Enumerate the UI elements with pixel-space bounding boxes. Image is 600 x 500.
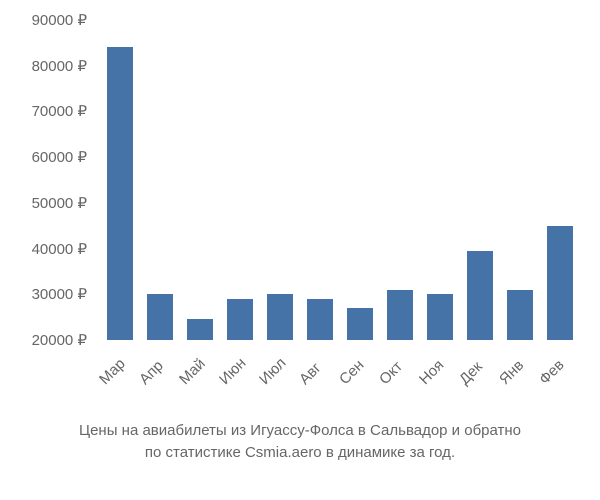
- y-axis: 20000 ₽30000 ₽40000 ₽50000 ₽60000 ₽70000…: [0, 20, 95, 340]
- x-tick-label: Июн: [216, 355, 249, 388]
- bar: [427, 294, 453, 340]
- bar: [147, 294, 173, 340]
- y-tick-label: 80000 ₽: [0, 57, 87, 75]
- bar: [507, 290, 533, 340]
- y-tick-label: 40000 ₽: [0, 240, 87, 258]
- y-tick-label: 30000 ₽: [0, 285, 87, 303]
- x-tick-label: Май: [176, 355, 209, 388]
- x-tick-label: Мар: [96, 355, 129, 388]
- y-tick-label: 90000 ₽: [0, 11, 87, 29]
- x-tick-label: Авг: [296, 359, 325, 388]
- bar: [547, 226, 573, 340]
- x-tick-label: Сен: [336, 357, 367, 388]
- y-tick-label: 50000 ₽: [0, 194, 87, 212]
- x-tick-label: Окт: [376, 358, 406, 388]
- y-tick-label: 70000 ₽: [0, 102, 87, 120]
- bar: [227, 299, 253, 340]
- bar-chart: [100, 20, 580, 340]
- x-tick-label: Ноя: [416, 357, 447, 388]
- x-tick-label: Дек: [456, 358, 486, 388]
- x-tick-label: Фев: [536, 356, 568, 388]
- caption-line-1: Цены на авиабилеты из Игуассу-Фолса в Са…: [0, 420, 600, 441]
- caption-line-2: по статистике Csmia.aero в динамике за г…: [0, 442, 600, 463]
- bar: [107, 47, 133, 340]
- bar: [467, 251, 493, 340]
- x-tick-label: Янв: [496, 357, 527, 388]
- y-tick-label: 60000 ₽: [0, 148, 87, 166]
- bar: [187, 319, 213, 340]
- x-tick-label: Апр: [136, 357, 167, 388]
- x-tick-label: Июл: [256, 354, 290, 388]
- y-tick-label: 20000 ₽: [0, 331, 87, 349]
- x-axis: МарАпрМайИюнИюлАвгСенОктНояДекЯнвФев: [100, 348, 580, 398]
- bar: [307, 299, 333, 340]
- bar: [347, 308, 373, 340]
- plot-area: [100, 20, 580, 340]
- bar: [387, 290, 413, 340]
- bar: [267, 294, 293, 340]
